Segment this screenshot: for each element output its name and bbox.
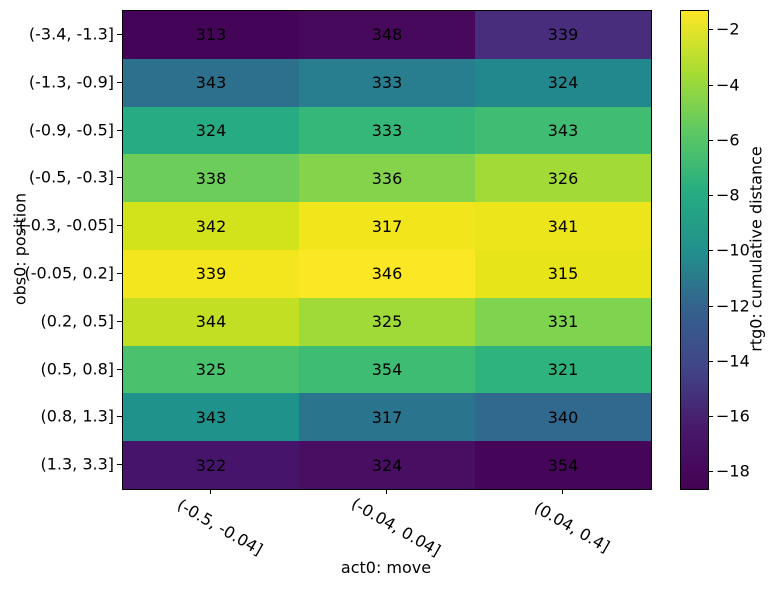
heatmap-cell: 354	[475, 441, 651, 489]
y-tick-label: (0.8, 1.3]	[40, 406, 114, 426]
y-tick-label: (0.2, 0.5]	[40, 311, 114, 331]
x-tick-mark	[562, 489, 563, 494]
y-tick-mark	[117, 33, 122, 35]
heatmap-cell: 339	[475, 11, 651, 59]
heatmap-cell: 321	[475, 345, 651, 394]
heatmap-cell: 326	[475, 154, 651, 203]
colorbar-title: rtg0: cumulative distance	[746, 146, 766, 352]
y-axis-title: obs0: position	[10, 192, 30, 306]
colorbar-tick-label: −6	[716, 130, 740, 150]
y-tick-mark	[117, 177, 122, 179]
y-tick-label: (-0.05, 0.2]	[24, 263, 115, 283]
heatmap-cell: 336	[299, 154, 475, 203]
colorbar-tick-mark	[708, 416, 713, 418]
colorbar-tick-mark	[708, 360, 713, 362]
y-tick-mark	[117, 368, 122, 370]
heatmap-cell: 346	[299, 249, 475, 298]
heatmap-cell: 341	[475, 202, 651, 250]
y-tick-mark	[117, 81, 122, 83]
heatmap-cell: 344	[123, 297, 299, 346]
colorbar-tick-label: −8	[716, 185, 740, 205]
heatmap-cell: 331	[475, 297, 651, 346]
colorbar-tick-label: −16	[716, 406, 750, 426]
colorbar-tick-mark	[708, 195, 713, 197]
heatmap-cell: 338	[123, 154, 299, 203]
heatmap-cell: 324	[299, 441, 475, 489]
colorbar-tick-mark	[708, 471, 713, 473]
colorbar-tick-label: −18	[716, 461, 750, 481]
x-tick-label: (-0.04, 0.04]	[348, 493, 444, 561]
heatmap-grid: 313 348 339 343 333 324 324 333 343 338 336 326 342 3…	[123, 11, 651, 489]
heatmap-cell: 324	[123, 106, 299, 155]
y-tick-mark	[117, 225, 122, 227]
y-tick-label: (-3.4, -1.3]	[28, 24, 114, 44]
x-tick-mark	[386, 489, 387, 494]
heatmap-cell: 325	[299, 297, 475, 346]
heatmap-cell: 354	[299, 345, 475, 394]
heatmap-cell: 333	[299, 58, 475, 107]
y-tick-mark	[117, 464, 122, 466]
colorbar-tick-label: −2	[716, 19, 740, 39]
heatmap-cell: 342	[123, 202, 299, 250]
colorbar	[680, 10, 709, 490]
heatmap-cell: 340	[475, 393, 651, 442]
heatmap-cell: 322	[123, 441, 299, 489]
colorbar-tick-label: −14	[716, 351, 750, 371]
y-tick-mark	[117, 272, 122, 274]
y-tick-label: (1.3, 3.3]	[40, 454, 114, 474]
colorbar-tick-mark	[708, 250, 713, 252]
colorbar-tick-mark	[708, 305, 713, 307]
heatmap-cell: 313	[123, 11, 299, 59]
heatmap-cell: 317	[299, 202, 475, 250]
x-tick-mark	[210, 489, 211, 494]
colorbar-tick-label: −10	[716, 240, 750, 260]
plot-area: 313 348 339 343 333 324 324 333 343 338 336 326 342 3…	[122, 10, 652, 490]
colorbar-tick-mark	[708, 139, 713, 141]
heatmap-cell: 325	[123, 345, 299, 394]
heatmap-cell: 343	[475, 106, 651, 155]
heatmap-cell: 343	[123, 393, 299, 442]
colorbar-tick-mark	[708, 84, 713, 86]
colorbar-tick-mark	[708, 29, 713, 31]
heatmap-cell: 343	[123, 58, 299, 107]
heatmap-cell: 324	[475, 58, 651, 107]
colorbar-tick-label: −4	[716, 75, 740, 95]
heatmap-cell: 339	[123, 249, 299, 298]
y-tick-label: (-0.9, -0.5]	[28, 120, 114, 139]
colorbar-tick-label: −12	[716, 296, 750, 316]
x-axis-title: act0: move	[340, 558, 432, 577]
y-tick-label: (-0.3, -0.05]	[18, 215, 114, 235]
heatmap-cell: 315	[475, 249, 651, 298]
x-tick-label: (0.04, 0.4]	[530, 497, 614, 557]
y-tick-mark	[117, 416, 122, 418]
y-tick-label: (-1.3, -0.9]	[28, 72, 114, 92]
y-tick-mark	[117, 129, 122, 131]
x-tick-label: (-0.5, -0.04]	[173, 494, 267, 560]
heatmap-cell: 317	[299, 393, 475, 442]
heatmap-cell: 333	[299, 106, 475, 155]
heatmap-cell: 348	[299, 11, 475, 59]
y-tick-mark	[117, 320, 122, 322]
y-tick-label: (0.5, 0.8]	[40, 359, 114, 378]
y-tick-label: (-0.5, -0.3]	[28, 167, 114, 187]
